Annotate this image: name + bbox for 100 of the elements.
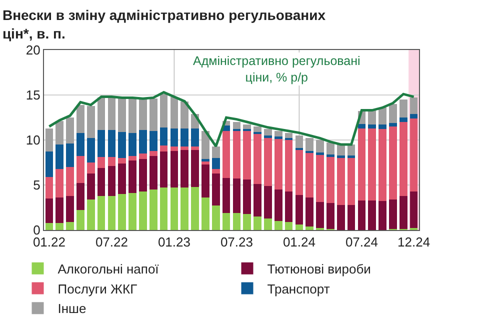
bar bbox=[347, 204, 356, 230]
bar bbox=[76, 183, 84, 210]
bar bbox=[410, 98, 418, 114]
bar bbox=[149, 156, 158, 190]
bar bbox=[306, 152, 314, 198]
bar bbox=[264, 218, 272, 230]
bar bbox=[243, 180, 252, 214]
bar bbox=[336, 155, 345, 158]
bar bbox=[139, 154, 147, 159]
bar bbox=[254, 216, 262, 230]
bar bbox=[358, 200, 366, 230]
bar bbox=[45, 128, 54, 152]
bar bbox=[128, 193, 136, 230]
bar bbox=[254, 134, 262, 184]
x-tick-label: 07.24 bbox=[345, 234, 378, 250]
bar bbox=[160, 127, 168, 146]
bar bbox=[378, 201, 386, 230]
bar bbox=[232, 122, 241, 130]
bar bbox=[202, 162, 210, 164]
bar bbox=[368, 110, 376, 125]
bar bbox=[76, 132, 84, 156]
bar bbox=[160, 152, 168, 188]
bar bbox=[170, 150, 178, 188]
bar bbox=[66, 196, 74, 222]
bar bbox=[222, 131, 230, 178]
line-series bbox=[48, 91, 416, 148]
bar bbox=[118, 158, 126, 164]
bar bbox=[212, 206, 220, 230]
bar bbox=[378, 124, 386, 130]
bar bbox=[108, 196, 116, 230]
bar bbox=[264, 129, 272, 136]
bar bbox=[66, 118, 74, 144]
legend-label: Алкогольні напої bbox=[58, 261, 160, 276]
bar bbox=[45, 198, 54, 223]
bar bbox=[306, 138, 314, 151]
bar bbox=[191, 150, 199, 187]
y-tick-label: 15 bbox=[26, 88, 40, 103]
bar bbox=[180, 128, 189, 146]
bar bbox=[347, 158, 356, 205]
bar bbox=[399, 196, 408, 230]
bar bbox=[274, 136, 282, 139]
bar bbox=[306, 226, 314, 230]
bar bbox=[128, 132, 136, 156]
bar bbox=[56, 198, 64, 223]
bar bbox=[368, 200, 376, 230]
bar bbox=[97, 130, 106, 158]
x-tick-label: 01.23 bbox=[158, 234, 190, 250]
x-tick-label: 07.22 bbox=[95, 234, 128, 250]
bar bbox=[316, 140, 324, 153]
bar bbox=[336, 204, 345, 230]
bar bbox=[306, 198, 314, 226]
bar bbox=[295, 150, 304, 195]
bar bbox=[212, 173, 220, 206]
bar bbox=[170, 146, 178, 151]
bar bbox=[170, 128, 178, 146]
legend-label: Тютюнові вироби bbox=[267, 261, 371, 276]
bar bbox=[368, 124, 376, 128]
chart-title: Внески в зміну адміністративно регульованих цін*, в. п. bbox=[2, 7, 326, 42]
bar bbox=[284, 222, 293, 230]
bar bbox=[170, 96, 178, 128]
bar bbox=[191, 146, 199, 150]
bar bbox=[108, 157, 116, 166]
y-tick-label: 5 bbox=[33, 178, 40, 193]
bar bbox=[358, 128, 366, 200]
bar bbox=[97, 157, 106, 168]
bar bbox=[86, 138, 95, 162]
bar bbox=[149, 131, 158, 151]
legend-label: Послуги ЖКГ bbox=[58, 281, 138, 296]
bar bbox=[274, 221, 282, 230]
bar bbox=[66, 167, 74, 196]
bar bbox=[139, 191, 147, 230]
bar bbox=[326, 156, 334, 203]
bar bbox=[284, 191, 293, 222]
bar bbox=[410, 114, 418, 118]
bar bbox=[274, 190, 282, 221]
bar bbox=[56, 222, 64, 230]
bar bbox=[128, 98, 136, 133]
bar bbox=[108, 130, 116, 158]
bar bbox=[254, 126, 262, 132]
bar bbox=[97, 168, 106, 196]
bar bbox=[316, 154, 324, 202]
legend-label: Транспорт bbox=[267, 281, 330, 296]
bar bbox=[254, 184, 262, 216]
bar bbox=[56, 121, 64, 144]
bar bbox=[295, 224, 304, 230]
bar bbox=[212, 168, 220, 174]
bar bbox=[149, 150, 158, 156]
bar bbox=[170, 188, 178, 230]
bar bbox=[202, 198, 210, 230]
y-tick-label: 20 bbox=[26, 42, 40, 58]
x-tick-label: 12.24 bbox=[398, 234, 430, 250]
bar bbox=[118, 132, 126, 158]
bar bbox=[232, 131, 241, 179]
bar bbox=[149, 98, 158, 131]
bar bbox=[45, 222, 54, 230]
bar bbox=[45, 152, 54, 177]
bar bbox=[316, 202, 324, 228]
bar bbox=[128, 160, 136, 194]
bar bbox=[45, 176, 54, 198]
bar bbox=[86, 106, 95, 138]
